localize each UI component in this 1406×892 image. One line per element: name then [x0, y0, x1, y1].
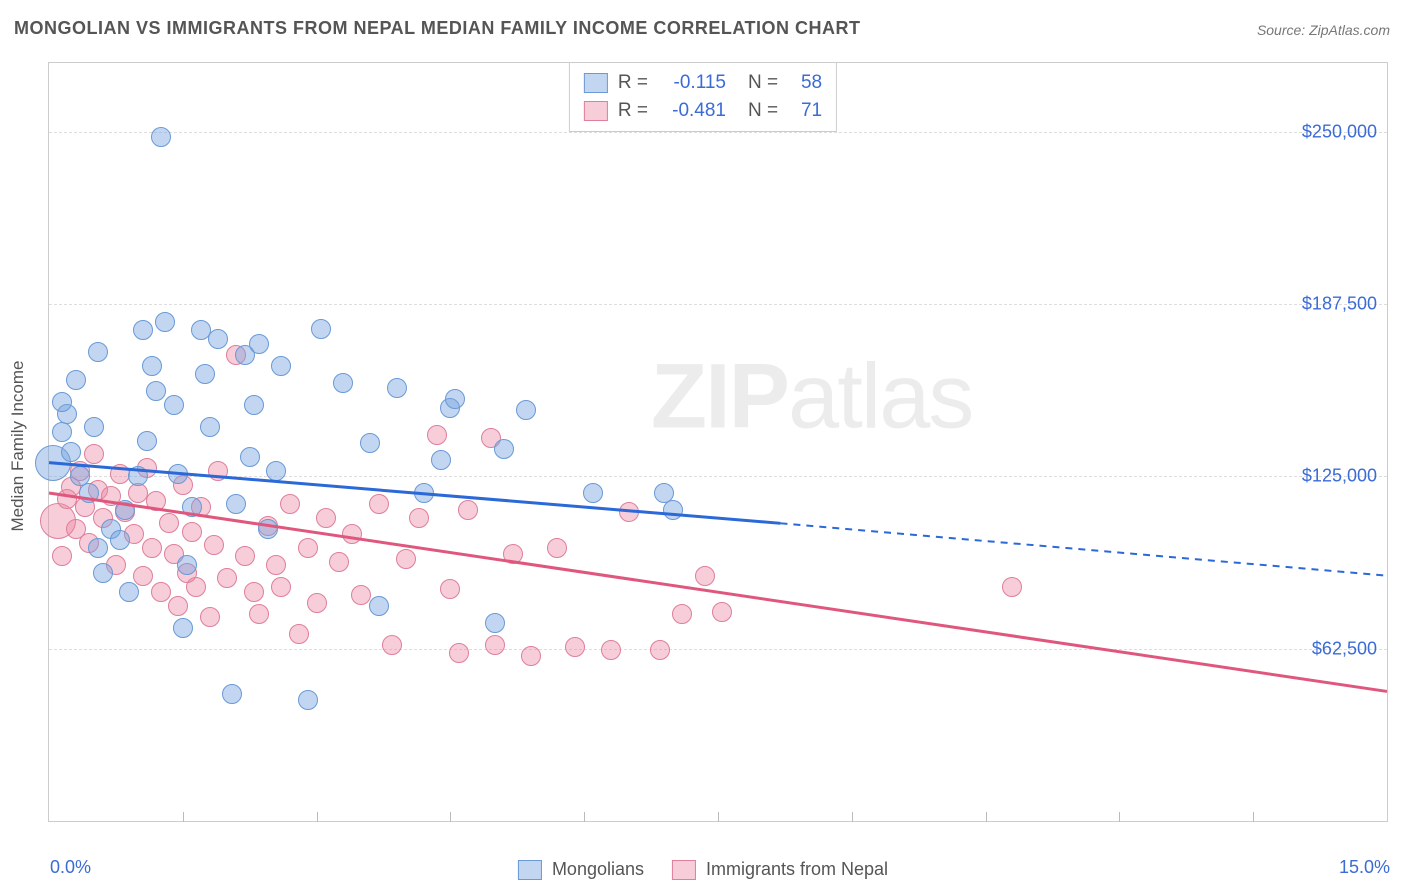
legend-row: R = -0.481 N = 71 [584, 97, 822, 125]
legend-n-label: N = [748, 69, 778, 97]
x-axis-ticks [49, 812, 1387, 822]
legend-label: Mongolians [552, 859, 644, 880]
trend-lines [49, 63, 1387, 821]
legend-n-value: 58 [788, 69, 822, 97]
chart-container: MONGOLIAN VS IMMIGRANTS FROM NEPAL MEDIA… [0, 0, 1406, 892]
legend-label: Immigrants from Nepal [706, 859, 888, 880]
chart-title: MONGOLIAN VS IMMIGRANTS FROM NEPAL MEDIA… [14, 18, 861, 39]
legend-row: R = -0.115 N = 58 [584, 69, 822, 97]
x-tick [1119, 812, 1120, 822]
legend-r-value: -0.115 [658, 69, 726, 97]
x-tick [1253, 812, 1254, 822]
series-legend: Mongolians Immigrants from Nepal [518, 859, 888, 880]
x-tick [584, 812, 585, 822]
x-tick [986, 812, 987, 822]
x-tick [852, 812, 853, 822]
x-tick [317, 812, 318, 822]
legend-swatch [584, 101, 608, 121]
x-axis-max-label: 15.0% [1339, 857, 1390, 878]
legend-r-label: R = [618, 97, 648, 125]
legend-swatch [672, 860, 696, 880]
legend-swatch [584, 73, 608, 93]
source-attribution: Source: ZipAtlas.com [1257, 22, 1390, 38]
legend-n-value: 71 [788, 97, 822, 125]
x-tick [718, 812, 719, 822]
y-axis-title: Median Family Income [8, 360, 28, 531]
legend-n-label: N = [748, 97, 778, 125]
plot-area: $62,500$125,000$187,500$250,000 ZIPatlas [48, 62, 1388, 822]
x-axis-min-label: 0.0% [50, 857, 91, 878]
x-tick [183, 812, 184, 822]
legend-item: Mongolians [518, 859, 644, 880]
correlation-legend: R = -0.115 N = 58 R = -0.481 N = 71 [569, 62, 837, 132]
legend-r-label: R = [618, 69, 648, 97]
legend-swatch [518, 860, 542, 880]
legend-r-value: -0.481 [658, 97, 726, 125]
x-tick [450, 812, 451, 822]
legend-item: Immigrants from Nepal [672, 859, 888, 880]
